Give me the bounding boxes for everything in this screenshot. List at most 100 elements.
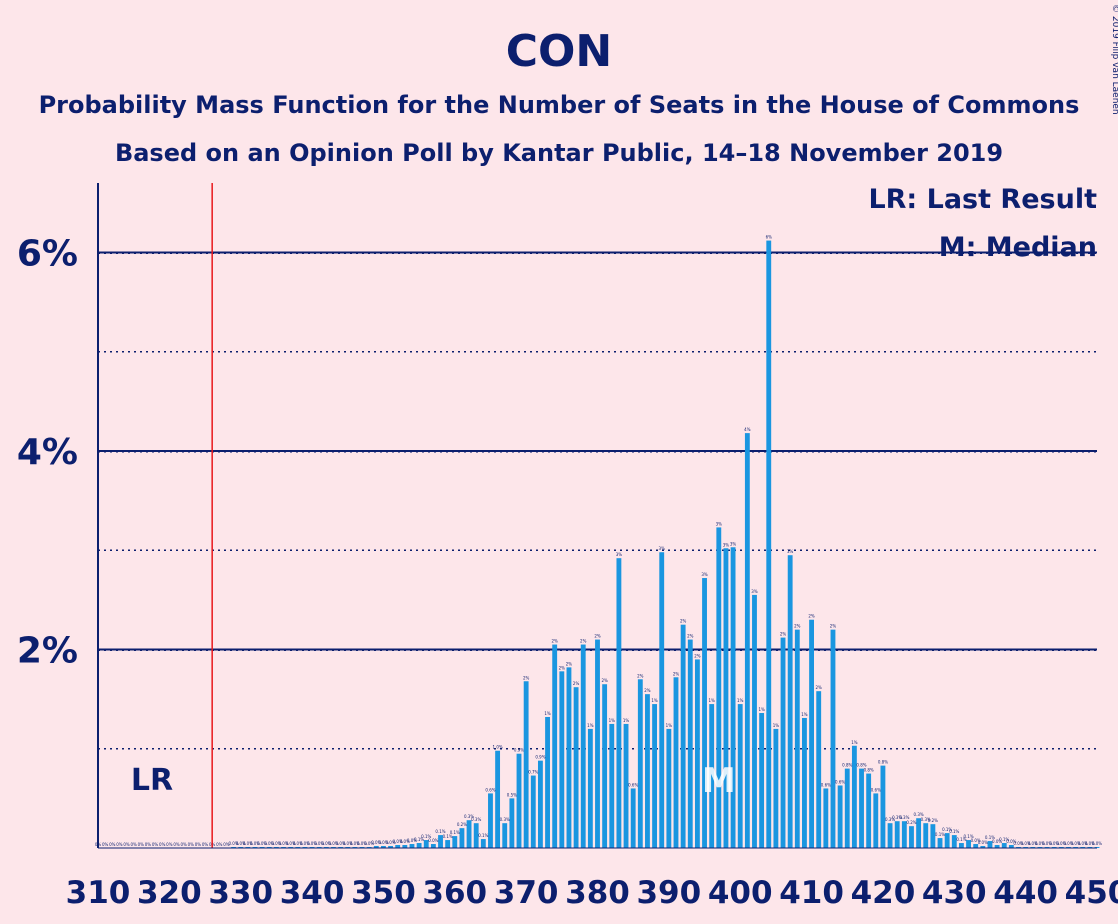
bar-354 xyxy=(409,844,415,848)
bar-366 xyxy=(495,750,501,848)
bar-label-387: 2% xyxy=(644,688,651,693)
bar-394 xyxy=(694,659,700,848)
bar-label-449: 0.0% xyxy=(1085,841,1095,846)
bar-label-357: 0.0% xyxy=(428,838,438,843)
bar-label-323: 0% xyxy=(188,842,195,847)
bar-label-386: 2% xyxy=(637,673,644,678)
bar-label-413: 2% xyxy=(830,624,837,629)
bar-label-370: 2% xyxy=(523,675,530,680)
bar-420 xyxy=(880,765,886,848)
legend-item-0: LR: Last Result xyxy=(868,184,1097,215)
bar-label-360: 0.1% xyxy=(450,830,460,835)
bar-label-393: 2% xyxy=(687,634,694,639)
bar-label-441: 0.0% xyxy=(1028,841,1038,846)
bar-397 xyxy=(716,527,722,848)
bar-359 xyxy=(445,840,451,848)
x-tick-label-340: 340 xyxy=(280,875,345,911)
bar-label-312: 0% xyxy=(109,842,116,847)
bar-433 xyxy=(973,844,979,848)
bar-391 xyxy=(673,677,679,848)
bar-label-419: 0.6% xyxy=(871,787,881,792)
bar-label-341: 0.0% xyxy=(314,841,324,846)
bar-412 xyxy=(823,788,829,848)
bar-404 xyxy=(766,240,772,849)
bar-356 xyxy=(423,840,429,848)
bar-365 xyxy=(488,793,493,848)
bar-label-380: 2% xyxy=(594,634,601,639)
bar-372 xyxy=(537,760,543,848)
bar-label-390: 1% xyxy=(666,723,673,728)
bar-label-372: 0.9% xyxy=(535,755,545,760)
bar-407 xyxy=(787,555,793,848)
bar-label-355: 0.1% xyxy=(414,837,424,842)
bar-363 xyxy=(473,823,479,848)
bar-label-414: 0.6% xyxy=(835,779,845,784)
x-tick-label-450: 450 xyxy=(1065,875,1118,911)
bar-368 xyxy=(509,798,515,848)
bar-435 xyxy=(987,841,993,848)
bar-380 xyxy=(595,639,600,848)
bar-423 xyxy=(901,821,907,848)
x-tick-label-370: 370 xyxy=(494,875,559,911)
bar-label-348: 0.0% xyxy=(364,841,374,846)
bar-label-397: 3% xyxy=(716,521,723,526)
bar-label-440: 0.0% xyxy=(1021,841,1031,846)
bar-422 xyxy=(894,821,900,848)
bar-419 xyxy=(873,793,879,848)
x-tick-label-410: 410 xyxy=(779,875,844,911)
bar-label-313: 0% xyxy=(116,842,123,847)
bar-label-398: 3% xyxy=(723,542,730,547)
bar-430 xyxy=(951,835,957,848)
bar-label-315: 0% xyxy=(130,842,137,847)
bar-label-445: 0.0% xyxy=(1056,841,1066,846)
overlay: LR M LR: Last Result M: Median xyxy=(131,183,1097,848)
y-tick-label-6: 6% xyxy=(17,233,78,274)
bar-label-337: 0.0% xyxy=(286,841,296,846)
bar-351 xyxy=(388,846,393,848)
bar-label-444: 0.0% xyxy=(1049,841,1059,846)
bar-label-346: 0.0% xyxy=(350,841,360,846)
bar-378 xyxy=(580,644,586,848)
bar-353 xyxy=(402,845,408,848)
axes: 2%4%6%310 320 330 340 350 360 370 380 390 400 410 4… xyxy=(17,183,1118,911)
bar-416 xyxy=(851,745,857,848)
bar-label-383: 3% xyxy=(616,552,623,557)
bar-358 xyxy=(438,835,443,848)
bar-label-420: 0.8% xyxy=(878,760,888,765)
bar-label-361: 0.2% xyxy=(457,822,467,827)
bar-403 xyxy=(759,713,765,848)
bar-388 xyxy=(652,704,658,848)
x-tick-label-330: 330 xyxy=(208,875,273,911)
bar-label-378: 2% xyxy=(580,639,587,644)
bar-label-327: 0% xyxy=(216,842,223,847)
bar-label-381: 2% xyxy=(601,678,608,683)
x-tick-label-380: 380 xyxy=(565,875,630,911)
bar-label-388: 1% xyxy=(651,698,658,703)
bar-label-391: 2% xyxy=(673,671,680,676)
bar-label-328: 0% xyxy=(223,842,230,847)
last-result-label: LR xyxy=(131,763,173,798)
bar-396 xyxy=(709,704,715,848)
bar-355 xyxy=(416,843,422,848)
bar-379 xyxy=(587,728,593,848)
bar-label-342: 0.0% xyxy=(321,841,331,846)
bar-436 xyxy=(994,845,1000,848)
bar-label-375: 2% xyxy=(559,665,566,670)
bar-362 xyxy=(466,820,472,848)
bar-label-385: 0.6% xyxy=(628,782,638,787)
bar-label-442: 0.0% xyxy=(1035,841,1045,846)
bar-386 xyxy=(637,679,643,848)
bar-373 xyxy=(545,716,550,848)
bar-409 xyxy=(802,717,807,848)
bar-413 xyxy=(830,629,836,848)
bar-label-317: 0% xyxy=(145,842,152,847)
bar-label-369: 0.9% xyxy=(514,748,524,753)
bar-label-396: 1% xyxy=(708,698,715,703)
x-tick-label-350: 350 xyxy=(351,875,416,911)
bar-427 xyxy=(930,824,936,848)
bar-label-403: 1% xyxy=(758,707,765,712)
y-tick-label-2: 2% xyxy=(17,630,78,671)
bar-label-366: 1.0% xyxy=(493,745,503,750)
bar-label-411: 2% xyxy=(816,685,823,690)
bar-label-447: 0.0% xyxy=(1071,841,1081,846)
